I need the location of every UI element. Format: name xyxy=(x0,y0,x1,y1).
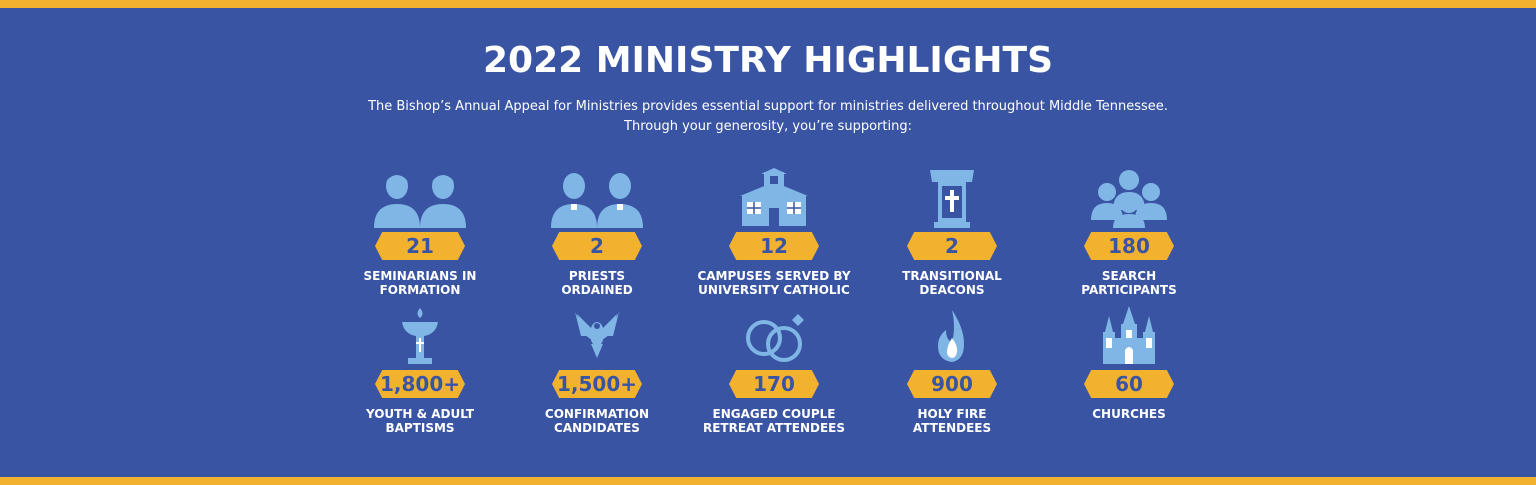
stat-label: HOLY FIRE ATTENDEES xyxy=(912,407,992,435)
page-title: 2022 MINISTRY HIGHLIGHTS xyxy=(482,40,1053,81)
stat-value: 60 xyxy=(1084,370,1174,398)
subtitle-line-2: Through your generosity, you’re supporti… xyxy=(624,119,912,134)
stat-label: CONFIRMATION CANDIDATES xyxy=(544,407,650,435)
stat-value: 900 xyxy=(907,370,997,398)
stat-value: 12 xyxy=(729,232,819,260)
stat-value: 180 xyxy=(1084,232,1174,260)
cathedral-icon xyxy=(1079,306,1179,366)
school-building-icon xyxy=(724,168,824,228)
stat-value: 21 xyxy=(375,232,465,260)
top-accent-bar xyxy=(0,0,1536,8)
rings-icon xyxy=(724,306,824,366)
stat-label: SEARCH PARTICIPANTS xyxy=(1081,269,1177,297)
stat-label: CHURCHES xyxy=(1092,407,1166,421)
dove-icon xyxy=(547,306,647,366)
page-subtitle: The Bishop’s Annual Appeal for Ministrie… xyxy=(0,97,1536,137)
stat-value: 1,500+ xyxy=(552,370,642,398)
stat-value: 2 xyxy=(552,232,642,260)
two-people-icon xyxy=(370,168,470,228)
stat-label: ENGAGED COUPLE RETREAT ATTENDEES xyxy=(702,407,846,435)
stat-label: SEMINARIANS IN FORMATION xyxy=(363,269,477,297)
pulpit-cross-icon xyxy=(902,168,1002,228)
stat-label: TRANSITIONAL DEACONS xyxy=(902,269,1002,297)
subtitle-line-1: The Bishop’s Annual Appeal for Ministrie… xyxy=(368,99,1168,114)
bottom-accent-bar xyxy=(0,477,1536,485)
stat-value: 2 xyxy=(907,232,997,260)
stat-label: CAMPUSES SERVED BY UNIVERSITY CATHOLIC xyxy=(697,269,851,297)
stat-value: 170 xyxy=(729,370,819,398)
two-priests-icon xyxy=(547,168,647,228)
stat-label: YOUTH & ADULT BAPTISMS xyxy=(365,407,475,435)
flame-icon xyxy=(902,306,1002,366)
stat-value: 1,800+ xyxy=(375,370,465,398)
baptismal-font-icon xyxy=(370,306,470,366)
group-people-icon xyxy=(1079,168,1179,228)
stat-label: PRIESTS ORDAINED xyxy=(561,269,633,297)
